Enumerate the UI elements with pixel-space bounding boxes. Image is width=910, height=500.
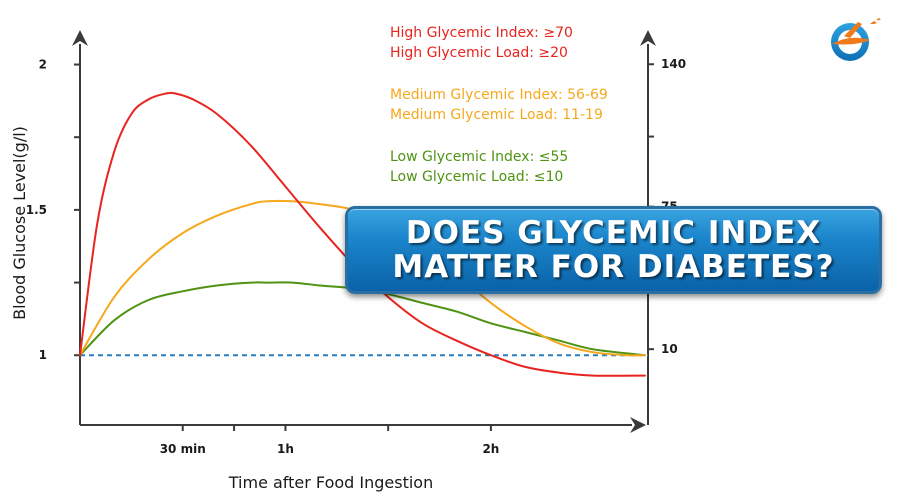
banner-line-2: MATTER FOR DIABETES? [392,249,835,285]
legend-high-line-2: High Glycemic Load: ≥20 [390,45,568,61]
title-banner: DOES GLYCEMIC INDEX MATTER FOR DIABETES? [345,206,882,294]
x-tick-label: 30 min [160,442,206,456]
y-tick-label-left: 1.5 [26,203,47,217]
y-tick-label-left: 1 [39,348,47,362]
y-tick-label-right: 140 [661,57,686,71]
series-line-high [79,91,646,377]
y-axis-right-arrow [640,30,656,46]
legend-high-line-1: High Glycemic Index: ≥70 [390,25,573,41]
x-axis-arrow [630,417,646,433]
y-axis-title: Blood Glucose Level(g/l) [10,126,29,320]
x-tick-label: 2h [482,442,499,456]
legend-low-line-1: Low Glycemic Index: ≤55 [390,149,568,165]
x-tick-label: 1h [277,442,294,456]
y-axis-left-arrow [72,30,88,46]
y-tick-label-right: 10 [661,342,678,356]
y-tick-label-left: 2 [39,58,47,72]
series-line-low [79,281,646,357]
legend-low-line-2: Low Glycemic Load: ≤10 [390,169,563,185]
banner-line-1: DOES GLYCEMIC INDEX [405,215,822,251]
legend-medium-line-1: Medium Glycemic Index: 56-69 [390,87,608,103]
stork-logo-icon [831,18,881,61]
legend-medium-line-2: Medium Glycemic Load: 11-19 [390,107,603,123]
x-axis-title: Time after Food Ingestion [228,473,433,492]
